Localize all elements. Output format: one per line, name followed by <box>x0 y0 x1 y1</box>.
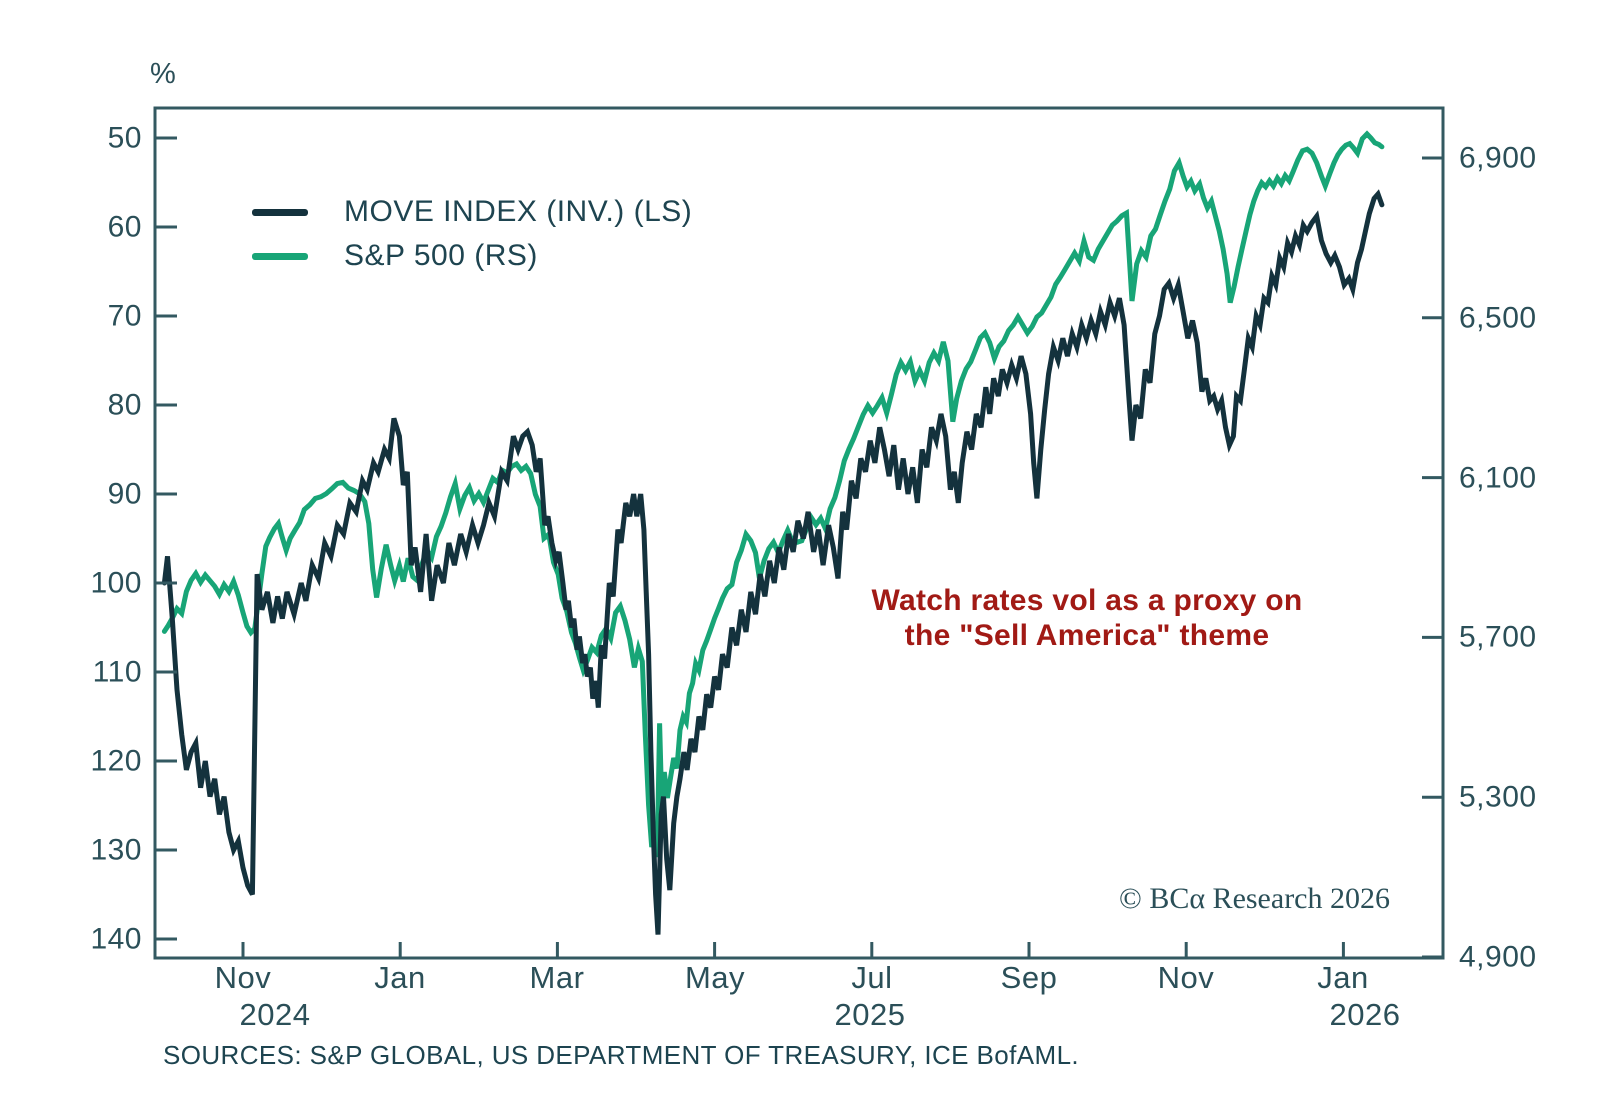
x-year-label: 2024 <box>240 997 311 1032</box>
left-tick-label: 130 <box>90 834 142 867</box>
right-axis-labels: 6,900 6,500 6,100 5,700 5,300 4,900 <box>1459 142 1537 974</box>
right-tick-label: 5,300 <box>1459 781 1537 814</box>
left-tick-label: 60 <box>108 211 142 244</box>
left-tick-label: 100 <box>90 567 142 600</box>
annotation-line1: Watch rates vol as a proxy on <box>871 584 1303 617</box>
x-tick-label: May <box>685 960 745 995</box>
x-tick-label: Jul <box>851 960 892 995</box>
x-tick-label: Mar <box>530 960 585 995</box>
legend-label-move: MOVE INDEX (INV.) (LS) <box>344 195 693 228</box>
spx-line-swatch <box>252 252 308 260</box>
copyright-text: © BCα Research 2026 <box>1119 882 1390 915</box>
legend-item-move: MOVE INDEX (INV.) (LS) <box>252 190 692 234</box>
annotation-line2: the "Sell America" theme <box>904 619 1270 652</box>
move-index-line <box>161 189 1385 935</box>
left-tick-label: 140 <box>90 923 142 956</box>
right-tick-label: 5,700 <box>1459 621 1537 654</box>
left-axis-unit: % <box>150 58 176 90</box>
right-tick-label: 6,900 <box>1459 142 1537 175</box>
x-tick-label: Jan <box>374 960 425 995</box>
legend-label-spx: S&P 500 (RS) <box>344 239 538 272</box>
series-layer <box>161 130 1385 935</box>
legend: MOVE INDEX (INV.) (LS) S&P 500 (RS) <box>252 190 692 278</box>
left-tick-label: 120 <box>90 745 142 778</box>
left-tick-label: 90 <box>108 478 142 511</box>
x-axis-labels: Nov Jan Mar May Jul Sep Nov Jan 2024 202… <box>215 960 1401 1032</box>
x-year-label: 2025 <box>835 997 906 1032</box>
left-axis-labels: 50 60 70 80 90 100 110 120 130 140 <box>90 122 142 956</box>
legend-item-spx: S&P 500 (RS) <box>252 234 692 278</box>
x-tick-label: Nov <box>215 960 272 995</box>
x-tick-label: Sep <box>1001 960 1058 995</box>
right-tick-label: 6,100 <box>1459 462 1537 495</box>
plot-border <box>153 106 1445 960</box>
left-tick-label: 110 <box>93 656 142 689</box>
x-tick-label: Nov <box>1158 960 1215 995</box>
right-tick-label: 4,900 <box>1459 941 1537 974</box>
move-line-swatch <box>252 208 308 216</box>
x-tick-label: Jan <box>1317 960 1368 995</box>
annotation-text: Watch rates vol as a proxy on the "Sell … <box>862 583 1312 653</box>
right-tick-label: 6,500 <box>1459 302 1537 335</box>
left-tick-label: 50 <box>108 122 142 155</box>
x-year-label: 2026 <box>1330 997 1401 1032</box>
sources-text: SOURCES: S&P GLOBAL, US DEPARTMENT OF TR… <box>163 1040 1080 1070</box>
left-tick-label: 70 <box>108 300 142 333</box>
sp500-line <box>161 130 1385 858</box>
left-tick-label: 80 <box>108 389 142 422</box>
